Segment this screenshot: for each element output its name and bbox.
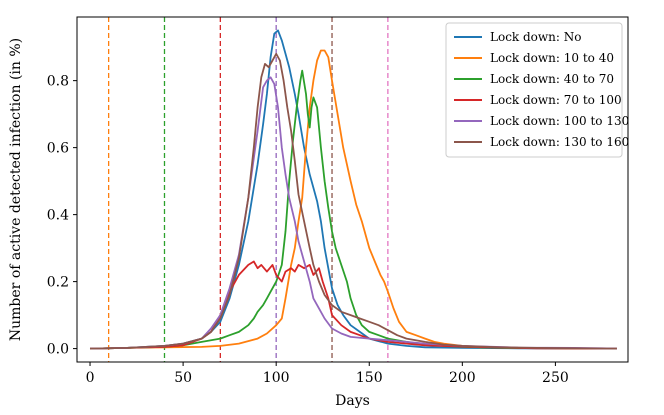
y-tick-label-1: 0.2 — [47, 275, 69, 291]
lockdown-markers — [107, 17, 389, 362]
y-axis-ticks: 0.0 0.2 0.4 0.6 0.8 — [47, 74, 77, 358]
x-axis-label: Days — [335, 393, 370, 409]
legend: Lock down: No Lock down: 10 to 40 Lock dow… — [445, 22, 629, 158]
x-tick-label-50: 50 — [174, 370, 192, 386]
x-tick-label-100: 100 — [263, 370, 290, 386]
y-tick-label-3: 0.6 — [47, 141, 69, 157]
x-tick-label-150: 150 — [356, 370, 383, 386]
legend-label-0: Lock down: No — [490, 30, 582, 44]
legend-box — [445, 22, 623, 158]
legend-label-3: Lock down: 70 to 100 — [490, 93, 622, 107]
series-line-1 — [89, 49, 617, 350]
series-line-5 — [89, 52, 617, 350]
y-tick-label-0: 0.0 — [47, 342, 69, 358]
series-line-4 — [89, 76, 617, 350]
x-axis-ticks: 0 50 100 150 200 250 — [86, 362, 569, 386]
series-lines — [89, 29, 617, 350]
y-tick-label-2: 0.4 — [47, 208, 69, 224]
y-tick-label-4: 0.8 — [47, 74, 69, 90]
x-tick-label-0: 0 — [86, 370, 95, 386]
legend-label-1: Lock down: 10 to 40 — [490, 51, 614, 65]
legend-label-5: Lock down: 130 to 160 — [490, 135, 629, 149]
y-axis-label: Number of active detected infection (in … — [8, 38, 24, 341]
legend-label-4: Lock down: 100 to 130 — [490, 114, 629, 128]
legend-label-2: Lock down: 40 to 70 — [490, 72, 614, 86]
plot-frame — [76, 16, 629, 363]
x-tick-label-250: 250 — [542, 370, 569, 386]
x-tick-label-200: 200 — [449, 370, 476, 386]
series-line-2 — [89, 69, 617, 350]
